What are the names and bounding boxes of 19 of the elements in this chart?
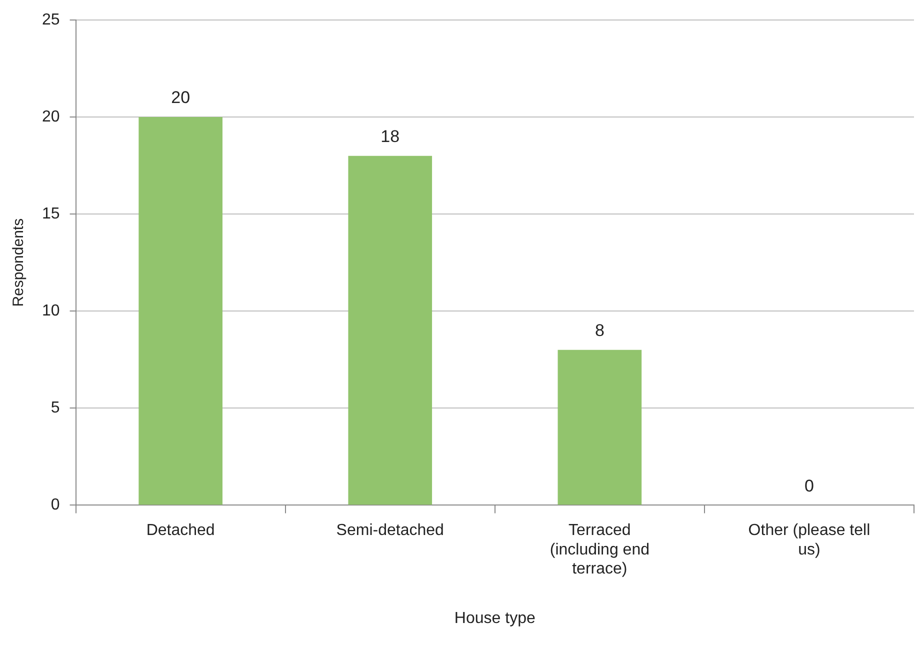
data-label: 20 bbox=[171, 88, 190, 108]
data-label: 8 bbox=[594, 321, 604, 340]
x-axis-title: House type bbox=[454, 610, 536, 627]
bar bbox=[558, 350, 642, 505]
x-tick-label: Detached bbox=[146, 522, 215, 540]
x-tick-label: Other (please tell us) bbox=[748, 522, 870, 558]
y-axis-title: Respondents bbox=[10, 218, 28, 307]
y-tick-label: 5 bbox=[50, 400, 60, 417]
y-tick-label: 25 bbox=[42, 11, 60, 28]
data-label: 0 bbox=[804, 476, 814, 496]
y-tick-label: 20 bbox=[42, 108, 60, 126]
bar bbox=[138, 117, 222, 505]
data-label: 18 bbox=[380, 127, 400, 146]
bar bbox=[348, 156, 432, 505]
x-tick-label: Terraced (including end terrace) bbox=[550, 522, 650, 578]
y-tick-label: 0 bbox=[50, 496, 60, 514]
y-tick-label: 10 bbox=[42, 302, 60, 320]
x-tick-label: Semi-detached bbox=[336, 522, 444, 540]
y-tick-label: 15 bbox=[42, 205, 60, 222]
